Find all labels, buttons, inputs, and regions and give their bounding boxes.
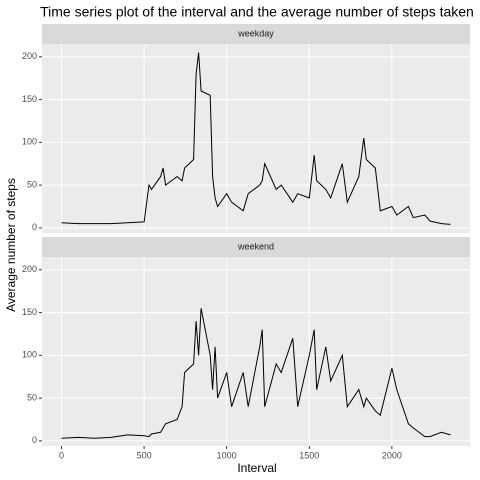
y-tick-label: 50 xyxy=(27,179,37,189)
series-line xyxy=(61,52,451,225)
y-tick-label: 0 xyxy=(32,222,37,232)
y-tick-label: 200 xyxy=(22,51,37,61)
series-line xyxy=(61,308,451,439)
y-axis-title: Average number of steps xyxy=(4,178,18,312)
x-tick-label: 1500 xyxy=(299,450,319,460)
x-tick-label: 0 xyxy=(59,450,64,460)
y-tick-label: 200 xyxy=(22,264,37,274)
panel-background xyxy=(42,44,470,233)
x-tick-label: 2000 xyxy=(382,450,402,460)
y-tick-label: 50 xyxy=(27,392,37,402)
y-tick-label: 150 xyxy=(22,307,37,317)
y-tick-label: 100 xyxy=(22,350,37,360)
strip-label: weekday xyxy=(237,28,274,38)
x-tick-label: 1000 xyxy=(217,450,237,460)
y-tick-label: 150 xyxy=(22,94,37,104)
y-tick-label: 100 xyxy=(22,137,37,147)
strip-label: weekend xyxy=(237,241,274,251)
strip-background xyxy=(42,237,470,257)
x-tick-label: 500 xyxy=(137,450,152,460)
y-tick-label: 0 xyxy=(32,435,37,445)
chart-title: Time series plot of the interval and the… xyxy=(40,4,474,20)
x-axis-title: Interval xyxy=(237,461,276,475)
strip-background xyxy=(42,24,470,44)
panel-background xyxy=(42,257,470,446)
